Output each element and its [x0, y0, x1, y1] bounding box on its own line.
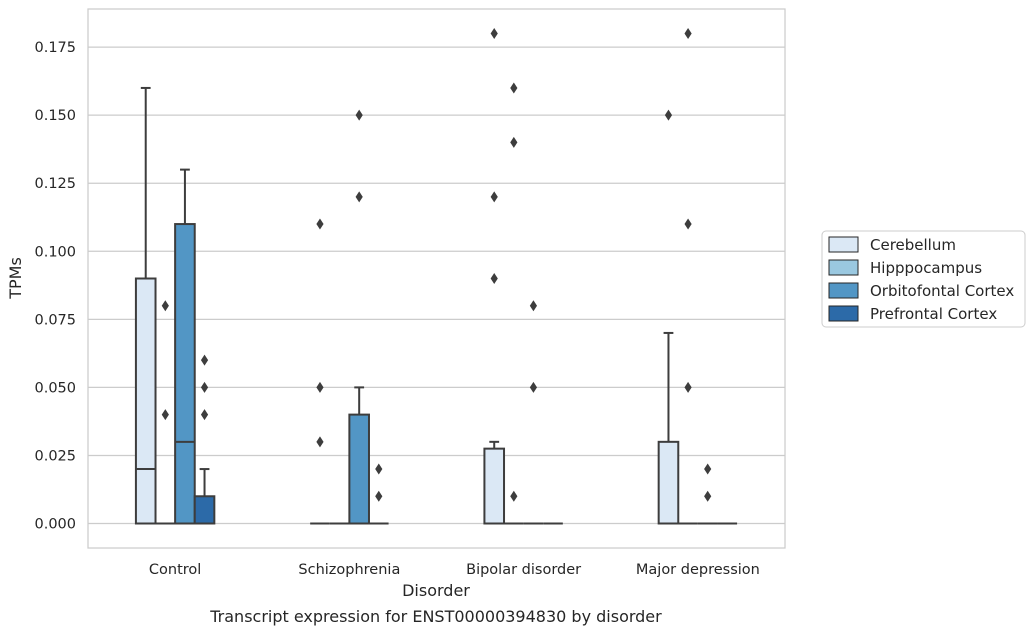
x-tick-label: Bipolar disorder — [466, 562, 581, 578]
y-tick-label: 0.125 — [34, 176, 76, 192]
box-iqr — [193, 495, 216, 525]
y-tick-labels: 0.000 0.025 0.050 0.075 0.100 0.125 0.150 0.175 — [34, 40, 76, 532]
box-cerebellum — [134, 86, 157, 525]
y-tick-label: 0.050 — [34, 380, 76, 396]
box-cerebellum — [483, 440, 506, 525]
box-iqr — [657, 440, 680, 525]
y-axis-label: TPMs — [6, 257, 25, 300]
x-tick-label: Major depression — [636, 562, 760, 578]
legend-label: Prefrontal Cortex — [870, 305, 997, 323]
outlier-point — [684, 28, 692, 39]
x-tick-label: Schizophrenia — [298, 562, 400, 578]
legend-swatch — [828, 236, 859, 253]
outlier-point — [684, 381, 692, 393]
outlier-point — [316, 381, 324, 393]
x-tick-labels: Control Schizophrenia Bipolar disorder Majo… — [149, 562, 760, 578]
outlier-point — [704, 490, 712, 502]
box-orbitofontal-cortex — [348, 386, 370, 525]
plot-area-frame — [87, 8, 786, 549]
outlier-point — [316, 218, 324, 230]
outlier-point — [684, 218, 692, 230]
legend-frame — [821, 230, 1026, 328]
outlier-point — [200, 354, 209, 366]
y-tick-label: 0.175 — [34, 40, 76, 56]
outlier-point — [704, 463, 712, 475]
outlier-point — [200, 381, 209, 393]
y-tick-label: 0.075 — [34, 312, 76, 328]
outlier-point — [510, 82, 518, 94]
x-tick-label: Control — [149, 562, 201, 578]
outlier-point — [490, 273, 498, 284]
outlier-point — [161, 409, 169, 421]
outlier-point — [375, 490, 383, 502]
outlier-point — [375, 463, 383, 475]
legend-label: Cerebellum — [870, 236, 956, 254]
box-cerebellum — [657, 331, 680, 525]
outlier-point — [529, 300, 538, 312]
y-tick-label: 0.000 — [34, 517, 76, 533]
box-orbitofontal-cortex — [174, 168, 196, 525]
outlier-point — [510, 136, 518, 148]
outlier-point — [664, 109, 673, 121]
legend-swatch — [828, 282, 859, 299]
legend-swatch — [828, 259, 859, 276]
outlier-point — [510, 490, 518, 502]
box-iqr — [483, 447, 506, 525]
box-iqr — [174, 223, 196, 525]
x-axis-label: Disorder — [402, 581, 470, 600]
outlier-point — [355, 191, 363, 203]
outlier-point — [355, 109, 363, 121]
outlier-point — [200, 409, 209, 421]
outlier-point — [529, 381, 538, 393]
outliers — [161, 28, 712, 502]
legend-label: Hipppocampus — [870, 259, 982, 277]
legend: Cerebellum Hipppocampus Orbitofontal Corte… — [821, 230, 1026, 328]
outlier-point — [490, 28, 498, 39]
box-prefrontal-cortex — [193, 468, 216, 525]
legend-swatch — [828, 305, 859, 322]
chart-caption: Transcript expression for ENST0000039483… — [209, 607, 662, 626]
box-iqr — [134, 277, 157, 525]
outlier-point — [161, 300, 169, 312]
y-tick-label: 0.150 — [34, 108, 76, 124]
y-tick-label: 0.100 — [34, 244, 76, 260]
y-tick-label: 0.025 — [34, 448, 76, 464]
outlier-point — [316, 436, 324, 448]
outlier-point — [490, 191, 498, 203]
legend-label: Orbitofontal Cortex — [870, 282, 1014, 300]
boxes — [134, 86, 738, 525]
box-iqr — [348, 413, 370, 525]
